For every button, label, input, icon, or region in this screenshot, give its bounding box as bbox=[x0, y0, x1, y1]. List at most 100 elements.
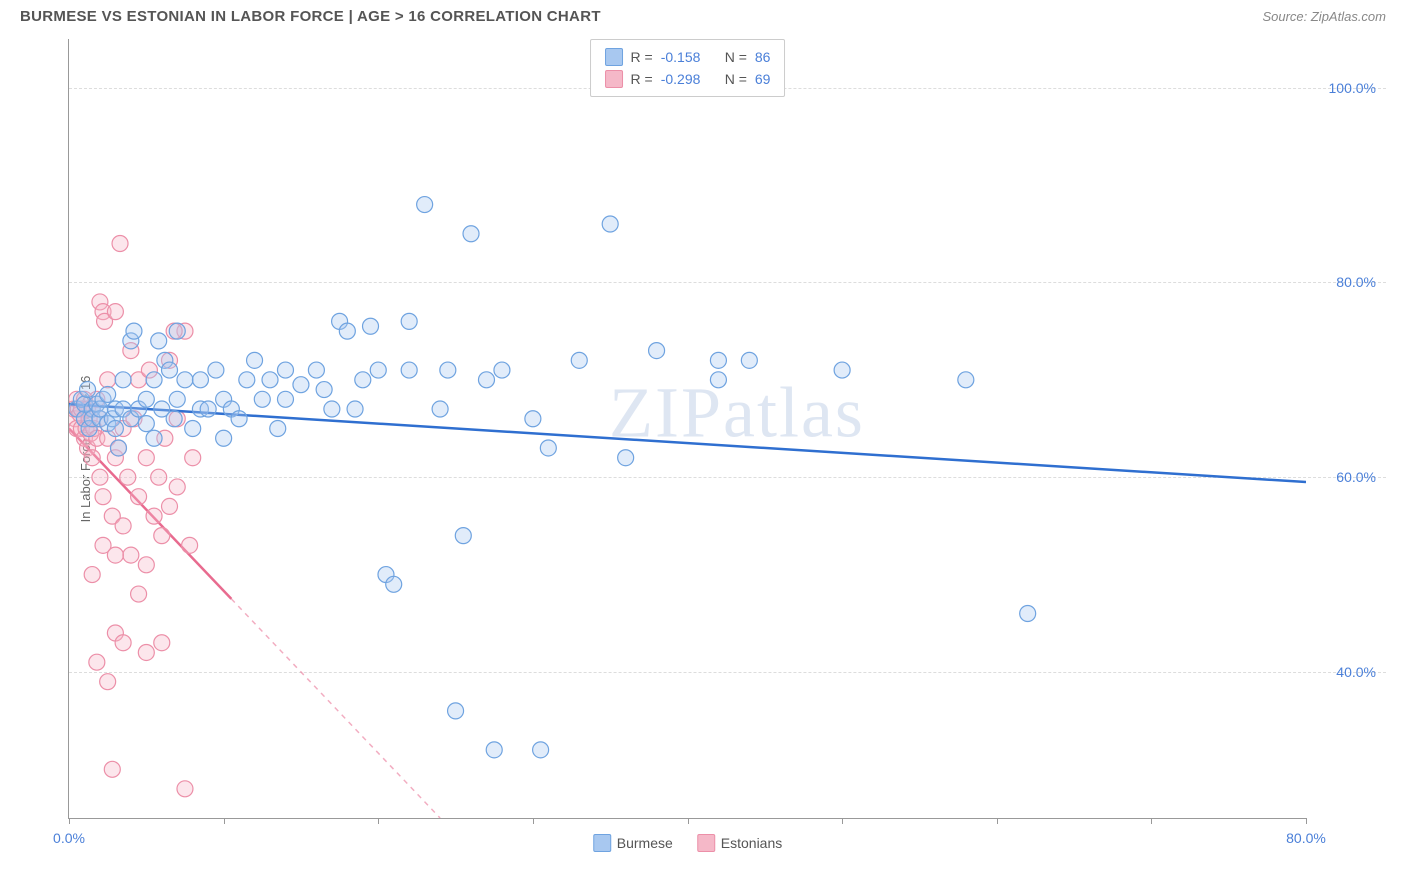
legend-item: Estonians bbox=[697, 834, 782, 852]
y-tick-label: 80.0% bbox=[1336, 274, 1376, 290]
scatter-svg bbox=[69, 39, 1306, 818]
y-tick-label: 60.0% bbox=[1336, 469, 1376, 485]
x-tick bbox=[69, 818, 70, 824]
chart-title: BURMESE VS ESTONIAN IN LABOR FORCE | AGE… bbox=[20, 8, 601, 25]
data-point bbox=[247, 352, 263, 368]
data-point bbox=[463, 226, 479, 242]
data-point bbox=[200, 401, 216, 417]
data-point bbox=[231, 411, 247, 427]
data-point bbox=[185, 421, 201, 437]
legend-label: Burmese bbox=[617, 835, 673, 851]
chart-header: BURMESE VS ESTONIAN IN LABOR FORCE | AGE… bbox=[0, 0, 1406, 29]
legend-swatch bbox=[605, 48, 623, 66]
data-point bbox=[146, 372, 162, 388]
data-point bbox=[478, 372, 494, 388]
data-point bbox=[455, 528, 471, 544]
legend-r-label: R = bbox=[631, 49, 653, 65]
data-point bbox=[154, 528, 170, 544]
data-point bbox=[525, 411, 541, 427]
data-point bbox=[571, 352, 587, 368]
x-tick bbox=[533, 818, 534, 824]
data-point bbox=[316, 382, 332, 398]
data-point bbox=[540, 440, 556, 456]
data-point bbox=[185, 450, 201, 466]
legend-r-label: R = bbox=[631, 71, 653, 87]
data-point bbox=[192, 372, 208, 388]
data-point bbox=[169, 391, 185, 407]
data-point bbox=[138, 644, 154, 660]
legend-row: R = -0.158 N = 86 bbox=[605, 46, 771, 68]
data-point bbox=[166, 411, 182, 427]
data-point bbox=[208, 362, 224, 378]
data-point bbox=[308, 362, 324, 378]
series-legend: Burmese Estonians bbox=[593, 834, 783, 852]
data-point bbox=[417, 197, 433, 213]
data-point bbox=[347, 401, 363, 417]
legend-n-label: N = bbox=[725, 49, 747, 65]
y-tick-label: 40.0% bbox=[1336, 664, 1376, 680]
data-point bbox=[115, 518, 131, 534]
data-point bbox=[84, 450, 100, 466]
data-point bbox=[100, 372, 116, 388]
data-point bbox=[262, 372, 278, 388]
data-point bbox=[112, 235, 128, 251]
data-point bbox=[92, 469, 108, 485]
x-tick bbox=[997, 818, 998, 824]
data-point bbox=[146, 430, 162, 446]
data-point bbox=[710, 372, 726, 388]
x-tick-label: 80.0% bbox=[1286, 830, 1326, 846]
data-point bbox=[100, 674, 116, 690]
x-tick bbox=[1306, 818, 1307, 824]
data-point bbox=[151, 333, 167, 349]
data-point bbox=[339, 323, 355, 339]
data-point bbox=[324, 401, 340, 417]
data-point bbox=[293, 377, 309, 393]
data-point bbox=[618, 450, 634, 466]
data-point bbox=[146, 508, 162, 524]
data-point bbox=[131, 489, 147, 505]
data-point bbox=[649, 343, 665, 359]
data-point bbox=[95, 489, 111, 505]
data-point bbox=[432, 401, 448, 417]
data-point bbox=[107, 421, 123, 437]
data-point bbox=[401, 362, 417, 378]
data-point bbox=[177, 372, 193, 388]
data-point bbox=[448, 703, 464, 719]
data-point bbox=[440, 362, 456, 378]
data-point bbox=[162, 362, 178, 378]
data-point bbox=[84, 567, 100, 583]
data-point bbox=[602, 216, 618, 232]
x-tick bbox=[842, 818, 843, 824]
data-point bbox=[182, 537, 198, 553]
legend-item: Burmese bbox=[593, 834, 673, 852]
data-point bbox=[80, 382, 96, 398]
data-point bbox=[710, 352, 726, 368]
data-point bbox=[177, 781, 193, 797]
legend-swatch bbox=[697, 834, 715, 852]
trend-line-burmese bbox=[69, 404, 1306, 482]
data-point bbox=[355, 372, 371, 388]
source-prefix: Source: bbox=[1262, 9, 1310, 24]
data-point bbox=[386, 576, 402, 592]
legend-label: Estonians bbox=[721, 835, 782, 851]
data-point bbox=[958, 372, 974, 388]
x-tick bbox=[1151, 818, 1152, 824]
data-point bbox=[494, 362, 510, 378]
x-tick-label: 0.0% bbox=[53, 830, 85, 846]
x-tick bbox=[378, 818, 379, 824]
data-point bbox=[533, 742, 549, 758]
data-point bbox=[363, 318, 379, 334]
data-point bbox=[110, 440, 126, 456]
data-point bbox=[239, 372, 255, 388]
legend-r-value: -0.298 bbox=[661, 71, 717, 87]
legend-n-value: 69 bbox=[755, 71, 771, 87]
legend-r-value: -0.158 bbox=[661, 49, 717, 65]
x-tick bbox=[224, 818, 225, 824]
data-point bbox=[277, 362, 293, 378]
data-point bbox=[154, 635, 170, 651]
data-point bbox=[138, 416, 154, 432]
data-point bbox=[277, 391, 293, 407]
data-point bbox=[169, 323, 185, 339]
source-name: ZipAtlas.com bbox=[1311, 9, 1386, 24]
data-point bbox=[151, 469, 167, 485]
